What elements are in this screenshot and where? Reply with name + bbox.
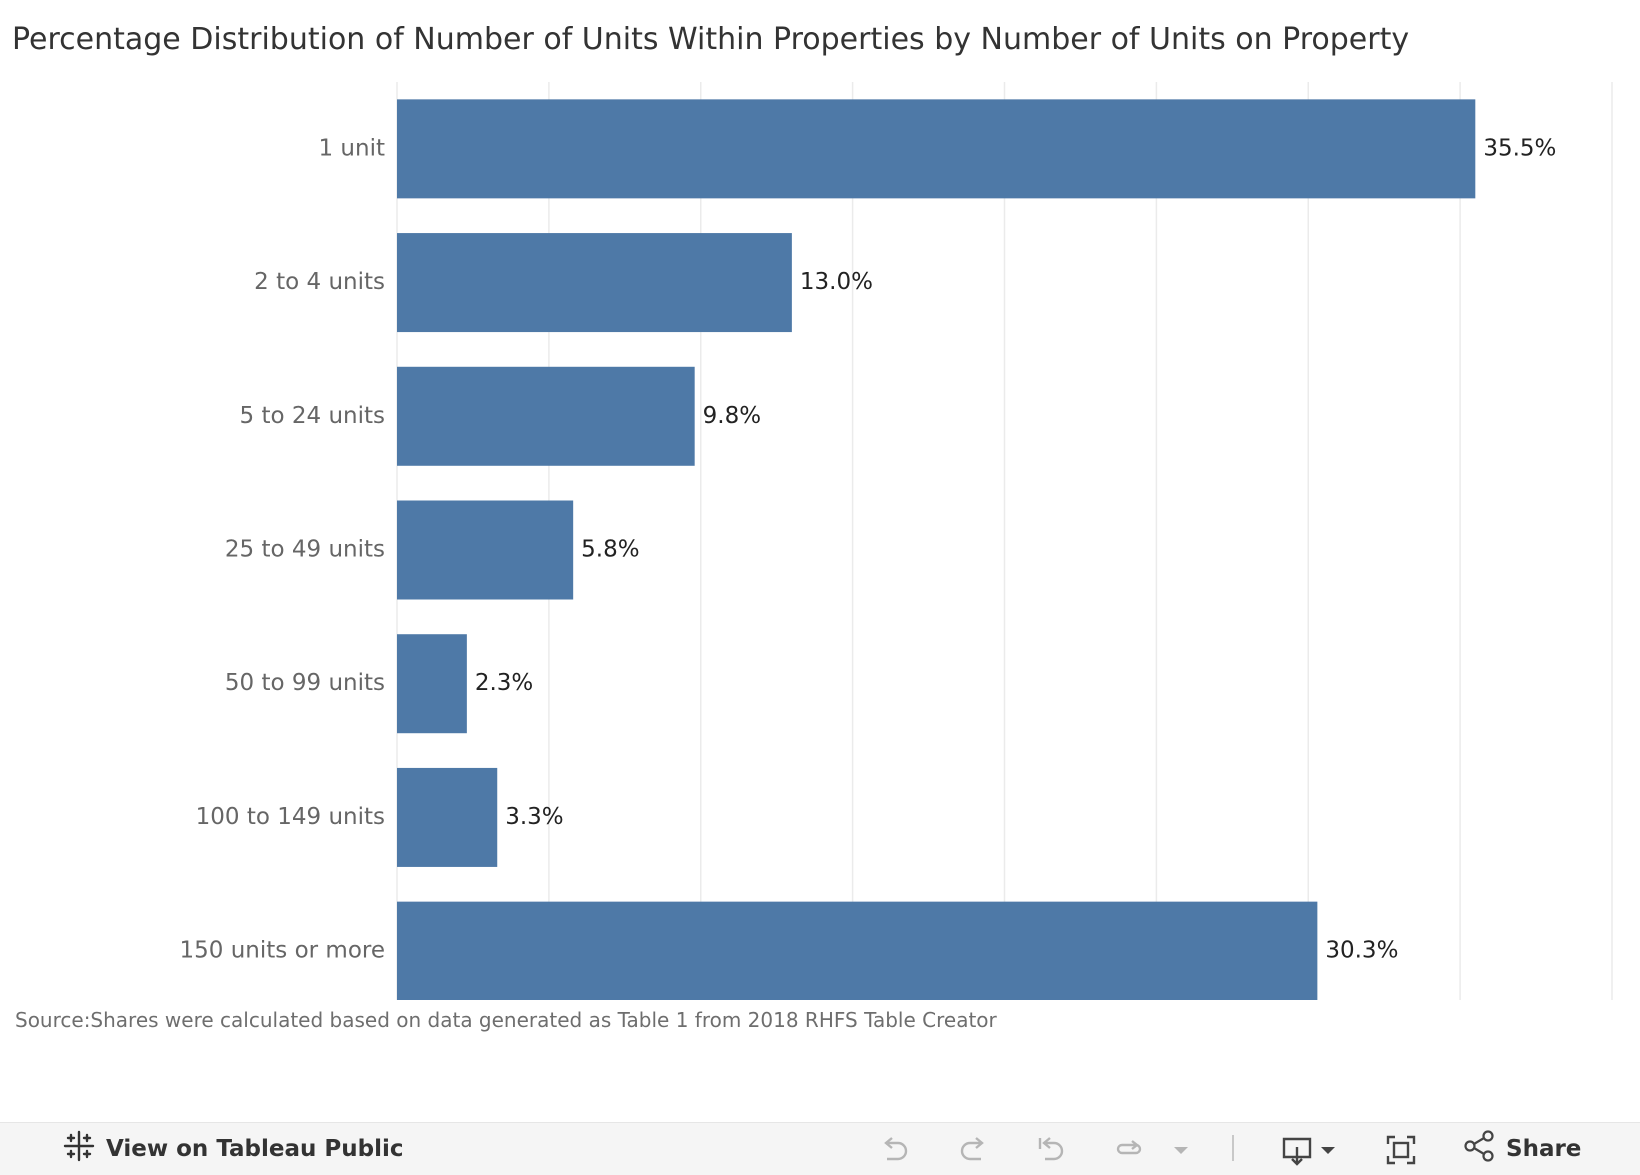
toolbar-separator: [1232, 1135, 1234, 1161]
bar[interactable]: [397, 233, 792, 333]
grid-lines: [396, 82, 1613, 1000]
value-label: 9.8%: [703, 403, 761, 429]
category-labels: 1 unit 2 to 4 units 5 to 24 units 25 to 49 …: [180, 135, 385, 963]
redo-icon[interactable]: [956, 1133, 990, 1167]
value-label: 13.0%: [800, 269, 873, 295]
source-note: Source:Shares were calculated based on d…: [15, 1008, 997, 1032]
fullscreen-icon[interactable]: [1384, 1133, 1418, 1167]
value-label: 2.3%: [475, 670, 533, 696]
category-label: 5 to 24 units: [240, 403, 385, 429]
bar[interactable]: [397, 767, 498, 867]
bar[interactable]: [397, 500, 574, 600]
value-label: 35.5%: [1483, 135, 1556, 161]
category-label: 50 to 99 units: [225, 670, 385, 696]
view-on-tableau-button[interactable]: View on Tableau Public: [62, 1123, 404, 1175]
dropdown-arrow-icon[interactable]: [1164, 1133, 1198, 1167]
chart-title: Percentage Distribution of Number of Uni…: [12, 22, 1410, 57]
download-icon[interactable]: [1280, 1133, 1344, 1167]
bar-chart: 1 unit 2 to 4 units 5 to 24 units 25 to 49 …: [180, 82, 1613, 1000]
category-label: 100 to 149 units: [196, 804, 385, 830]
value-label: 30.3%: [1325, 938, 1398, 964]
share-label: Share: [1506, 1136, 1582, 1162]
share-button[interactable]: Share: [1462, 1123, 1581, 1175]
refresh-icon[interactable]: [1112, 1133, 1146, 1167]
category-label: 150 units or more: [180, 938, 385, 964]
bar[interactable]: [397, 366, 695, 466]
share-icon: [1462, 1129, 1496, 1169]
value-label: 5.8%: [581, 537, 639, 563]
bar[interactable]: [397, 901, 1318, 1000]
undo-icon[interactable]: [878, 1133, 912, 1167]
view-on-tableau-label: View on Tableau Public: [106, 1136, 404, 1162]
value-label: 3.3%: [505, 804, 563, 830]
bars: [397, 99, 1476, 1000]
category-label: 2 to 4 units: [254, 269, 385, 295]
bar[interactable]: [397, 99, 1476, 199]
tableau-logo-icon: [62, 1129, 96, 1169]
value-labels: 35.5% 13.0% 9.8% 5.8% 2.3% 3.3% 30.3%: [475, 135, 1557, 963]
tableau-toolbar: View on Tableau Public: [0, 1122, 1640, 1175]
revert-icon[interactable]: [1034, 1133, 1068, 1167]
category-label: 1 unit: [318, 135, 385, 161]
bar[interactable]: [397, 634, 467, 734]
category-label: 25 to 49 units: [225, 537, 385, 563]
